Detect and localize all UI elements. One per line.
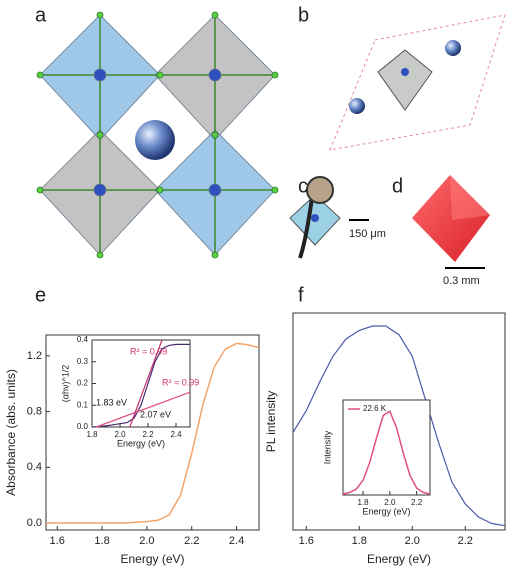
x-axis-label: Energy (eV) bbox=[120, 552, 184, 566]
y-tick-label: 0.0 bbox=[77, 422, 89, 431]
y-tick-label: 0.4 bbox=[77, 335, 89, 344]
y-tick-label: 1.2 bbox=[27, 350, 42, 362]
data-line bbox=[46, 342, 260, 524]
annotation: R² = 0.99 bbox=[162, 377, 199, 387]
panel-label: b bbox=[298, 4, 309, 26]
y-tick-label: 0.1 bbox=[77, 400, 89, 409]
y-axis-label: PL intensity bbox=[264, 391, 278, 453]
panel-label: c bbox=[298, 175, 308, 197]
panel-label: d bbox=[392, 175, 403, 197]
y-axis-label: Absorbance (abs. units) bbox=[4, 369, 18, 496]
y-axis-label: (αhν)^1/2 bbox=[60, 365, 70, 402]
x-tick-label: 1.8 bbox=[94, 535, 109, 547]
data-line bbox=[129, 339, 163, 428]
droplet-photo: 150 μm bbox=[298, 176, 386, 259]
x-tick-label: 2.4 bbox=[229, 535, 244, 547]
x-tick-label: 1.8 bbox=[358, 498, 370, 507]
y-tick-label: 0.2 bbox=[77, 379, 89, 388]
x-tick-label: 1.8 bbox=[352, 535, 367, 547]
legend-label: 22.6 K bbox=[363, 404, 387, 413]
x-axis-label: Energy (eV) bbox=[367, 552, 431, 566]
data-line bbox=[95, 391, 191, 428]
annotation: R² = 0.99 bbox=[130, 346, 167, 356]
y-tick-label: 0.4 bbox=[27, 461, 42, 473]
y-tick-label: 0.8 bbox=[27, 406, 42, 418]
x-tick-label: 2.0 bbox=[384, 498, 396, 507]
x-tick-label: 2.0 bbox=[139, 535, 154, 547]
annotation: 1.83 eV bbox=[96, 397, 127, 407]
x-tick-label: 2.2 bbox=[458, 535, 473, 547]
panel-label: f bbox=[298, 284, 304, 306]
unit-cell bbox=[289, 14, 506, 246]
annotation: 2.07 eV bbox=[140, 409, 171, 419]
data-line bbox=[292, 325, 506, 527]
y-axis-label: Intensity bbox=[322, 430, 332, 464]
y-tick-label: 0.0 bbox=[27, 517, 42, 529]
data-line bbox=[91, 343, 190, 428]
x-tick-label: 1.6 bbox=[50, 535, 65, 547]
panel-label: a bbox=[35, 4, 47, 26]
crystal-structure bbox=[36, 11, 279, 259]
x-tick-label: 2.4 bbox=[170, 430, 182, 439]
scale-bar-label: 150 μm bbox=[349, 228, 386, 240]
crystal-photo: 0.3 mm bbox=[412, 175, 490, 287]
x-axis-label: Energy (eV) bbox=[362, 506, 410, 516]
x-tick-label: 2.2 bbox=[184, 535, 199, 547]
plot-frame bbox=[91, 339, 191, 428]
panel-labels: a b c d e f bbox=[35, 4, 403, 306]
data-line bbox=[342, 410, 431, 495]
x-tick-label: 2.2 bbox=[411, 498, 423, 507]
x-tick-label: 1.6 bbox=[299, 535, 314, 547]
x-axis-label: Energy (eV) bbox=[117, 438, 165, 448]
x-tick-label: 2.2 bbox=[142, 430, 154, 439]
y-tick-label: 0.3 bbox=[77, 357, 89, 366]
panel-label: e bbox=[35, 284, 46, 306]
plot-frame bbox=[342, 399, 431, 496]
scale-bar-label: 0.3 mm bbox=[443, 275, 480, 287]
x-tick-label: 2.0 bbox=[405, 535, 420, 547]
x-tick-label: 2.0 bbox=[114, 430, 126, 439]
x-tick-label: 1.8 bbox=[86, 430, 98, 439]
